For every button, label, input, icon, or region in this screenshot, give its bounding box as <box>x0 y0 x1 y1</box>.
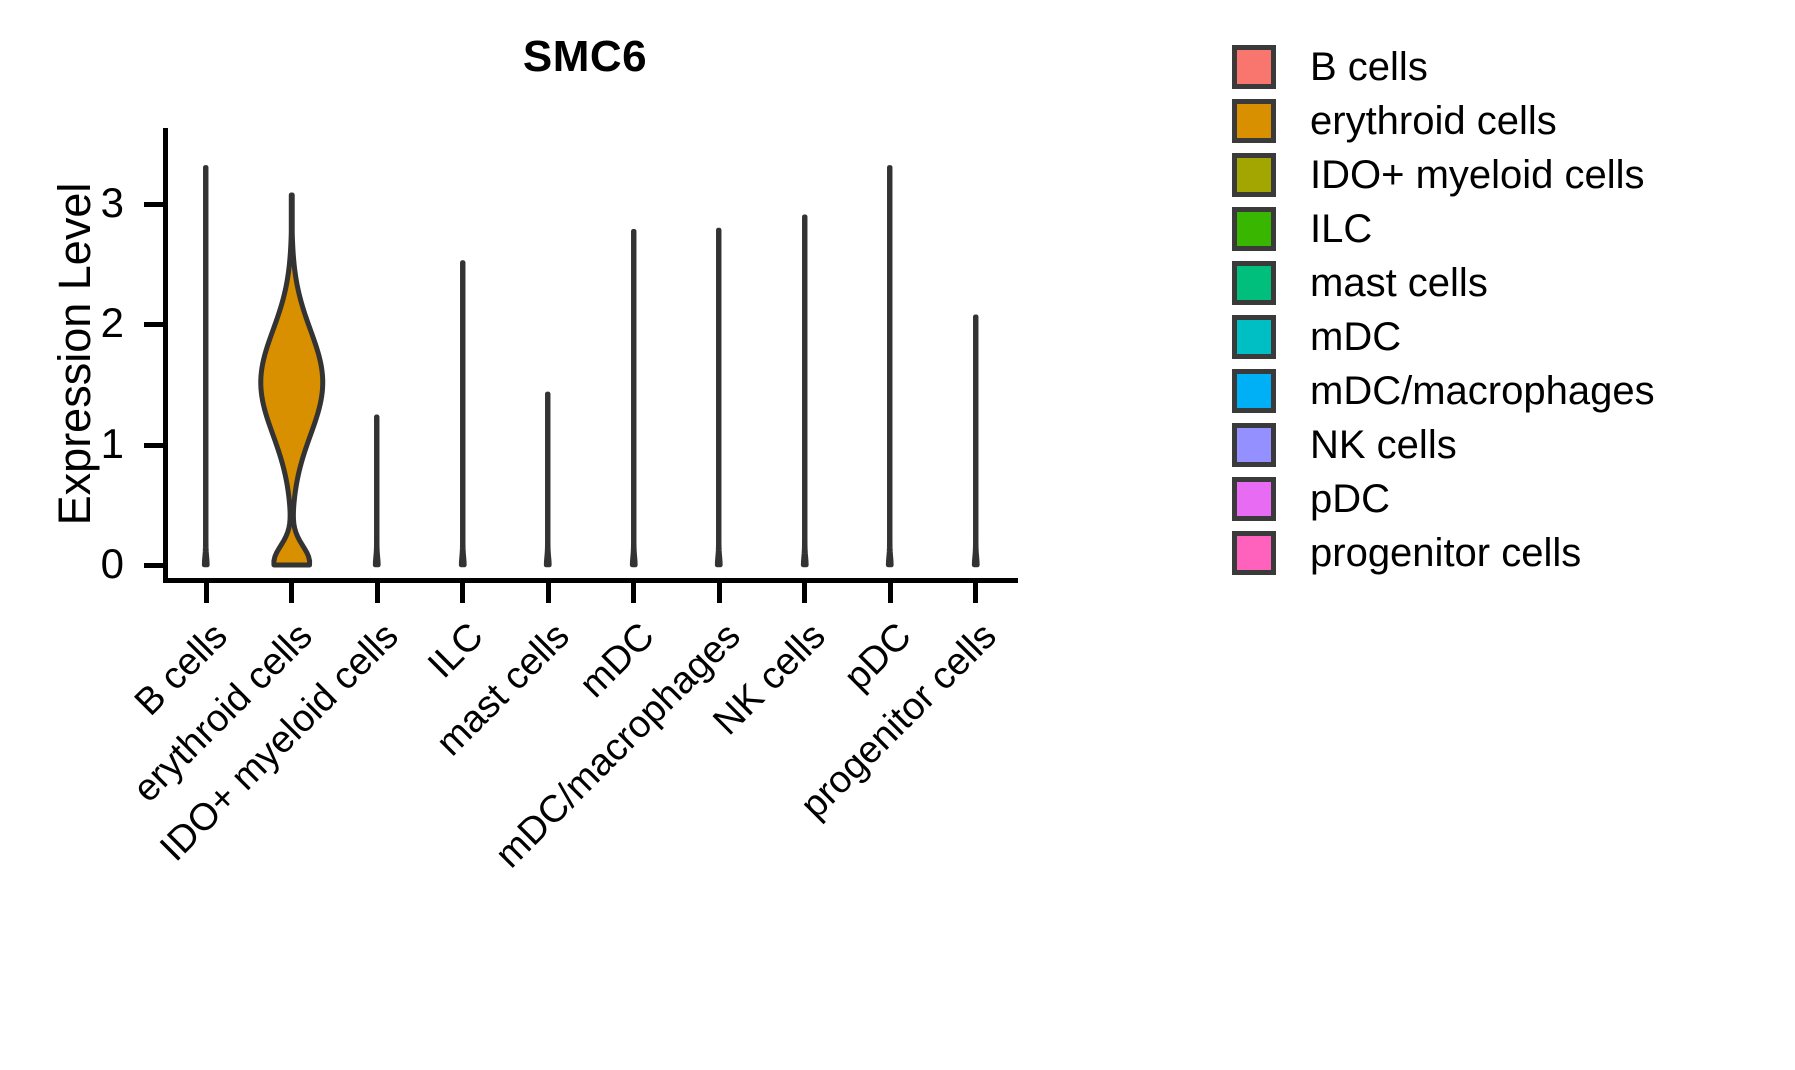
y-tick-3 <box>144 201 163 207</box>
legend-label: B cells <box>1310 45 1428 89</box>
legend-swatch-icon <box>1232 153 1276 197</box>
legend-swatch-icon <box>1232 477 1276 521</box>
legend-item-ido-myeloid-cells[interactable]: IDO+ myeloid cells <box>1232 148 1655 202</box>
legend-label: pDC <box>1310 477 1391 521</box>
y-tick-0 <box>144 563 163 568</box>
legend-swatch-icon <box>1232 369 1276 413</box>
x-tick-3 <box>460 583 466 603</box>
chart-title: SMC6 <box>522 32 648 81</box>
legend: B cells erythroid cells IDO+ myeloid cells… <box>1232 40 1655 580</box>
legend-swatch-icon <box>1232 261 1276 305</box>
x-tick-8 <box>887 583 893 603</box>
legend-item-progenitor-cells[interactable]: progenitor cells <box>1232 526 1655 580</box>
y-tick-1 <box>144 442 163 448</box>
legend-label: ILC <box>1310 207 1373 251</box>
y-tick-label-3: 3 <box>100 178 124 226</box>
x-tick-4 <box>545 583 551 603</box>
legend-label: NK cells <box>1310 423 1457 467</box>
legend-item-mdc[interactable]: mDC <box>1232 310 1655 364</box>
legend-swatch-icon <box>1232 45 1276 89</box>
x-tick-9 <box>973 583 979 603</box>
legend-item-pdc[interactable]: pDC <box>1232 472 1655 526</box>
x-tick-0 <box>203 583 209 603</box>
x-tick-5 <box>631 583 637 603</box>
x-tick-1 <box>289 583 295 603</box>
legend-label: mast cells <box>1310 261 1488 305</box>
x-axis-line <box>163 578 1018 583</box>
legend-item-ilc[interactable]: ILC <box>1232 202 1655 256</box>
plot-area <box>163 120 1018 582</box>
legend-label: mDC/macrophages <box>1310 369 1655 413</box>
x-tick-6 <box>716 583 722 603</box>
legend-label: progenitor cells <box>1310 531 1582 575</box>
legend-swatch-icon <box>1232 207 1276 251</box>
legend-item-mast-cells[interactable]: mast cells <box>1232 256 1655 310</box>
y-axis-line <box>163 128 168 583</box>
legend-item-mdc-macrophages[interactable]: mDC/macrophages <box>1232 364 1655 418</box>
y-tick-label-0: 0 <box>100 540 124 587</box>
legend-swatch-icon <box>1232 531 1276 575</box>
legend-item-erythroid-cells[interactable]: erythroid cells <box>1232 94 1655 148</box>
x-tick-2 <box>374 583 380 603</box>
legend-swatch-icon <box>1232 423 1276 467</box>
legend-swatch-icon <box>1232 99 1276 143</box>
y-tick-2 <box>144 322 163 327</box>
y-tick-label-2: 2 <box>100 299 124 346</box>
y-tick-label-1: 1 <box>100 419 124 467</box>
legend-item-b-cells[interactable]: B cells <box>1232 40 1655 94</box>
legend-label: IDO+ myeloid cells <box>1310 153 1645 197</box>
legend-swatch-icon <box>1232 315 1276 359</box>
x-tick-7 <box>802 583 808 603</box>
legend-label: mDC <box>1310 315 1402 359</box>
legend-item-nk-cells[interactable]: NK cells <box>1232 418 1655 472</box>
legend-label: erythroid cells <box>1310 99 1557 143</box>
